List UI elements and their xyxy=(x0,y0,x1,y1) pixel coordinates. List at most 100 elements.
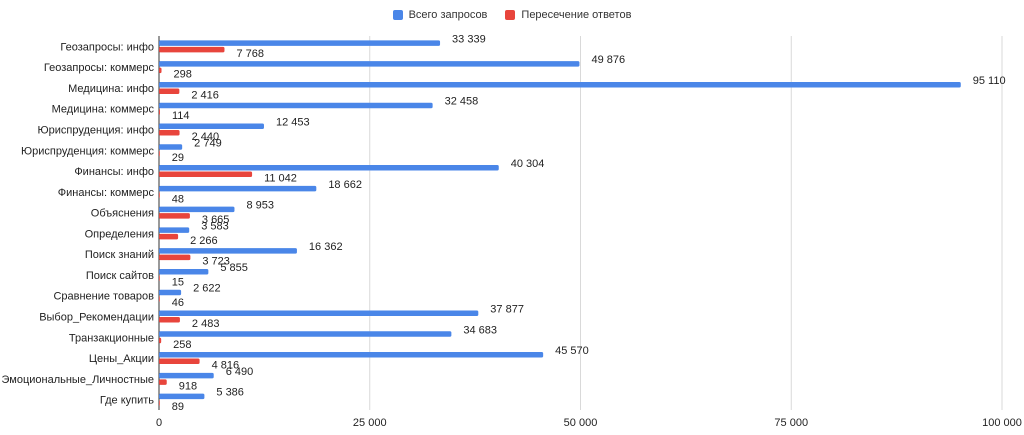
data-label-overlap: 2 266 xyxy=(190,235,218,247)
bar-answer-overlap xyxy=(159,192,160,198)
category-label: Сравнение товаров xyxy=(53,291,154,303)
data-label-overlap: 15 xyxy=(172,276,184,288)
category-label: Эмоциональные_Личностные xyxy=(1,374,154,386)
bar-answer-overlap xyxy=(159,109,160,115)
bar-total-requests xyxy=(159,123,264,129)
data-label-overlap: 258 xyxy=(173,339,191,351)
data-label-overlap: 3 723 xyxy=(202,256,230,268)
bar-total-requests xyxy=(159,289,182,296)
data-label-total: 2 622 xyxy=(193,283,221,295)
data-label-total: 5 386 xyxy=(216,387,244,399)
data-label-total: 2 749 xyxy=(194,137,222,149)
x-tick-label: 75 000 xyxy=(774,417,808,429)
data-label-total: 45 570 xyxy=(555,345,589,357)
data-label-total: 49 876 xyxy=(591,54,625,66)
category-label: Медицина: инфо xyxy=(68,83,154,95)
category-label: Определения xyxy=(85,228,154,240)
category-label: Где купить xyxy=(100,395,154,407)
data-label-total: 5 855 xyxy=(220,262,248,274)
data-label-overlap: 298 xyxy=(174,69,192,81)
legend-item-overlap: Пересечение ответов xyxy=(505,9,631,21)
category-label: Геозапросы: инфо xyxy=(60,41,154,53)
category-label: Поиск сайтов xyxy=(86,270,154,282)
data-label-total: 33 339 xyxy=(452,33,486,45)
bar-answer-overlap xyxy=(159,46,225,53)
x-tick-label: 0 xyxy=(156,417,162,429)
bar-answer-overlap xyxy=(159,379,167,385)
bar-answer-overlap xyxy=(159,67,162,74)
bar-total-requests xyxy=(159,206,235,213)
category-label: Медицина: коммерс xyxy=(52,104,155,116)
data-label-total: 34 683 xyxy=(463,324,497,336)
bar-total-requests xyxy=(159,165,499,171)
data-label-total: 95 110 xyxy=(973,75,1006,87)
data-label-overlap: 46 xyxy=(172,297,184,309)
x-tick-label: 100 000 xyxy=(982,417,1022,429)
bar-total-requests xyxy=(159,185,317,192)
data-label-overlap: 2 440 xyxy=(192,131,220,143)
data-label-overlap: 7 768 xyxy=(236,48,264,60)
data-label-overlap: 2 483 xyxy=(192,318,220,330)
data-label-total: 12 453 xyxy=(276,117,310,129)
bar-answer-overlap xyxy=(159,337,162,344)
data-label-total: 3 583 xyxy=(201,220,229,232)
category-label: Объяснения xyxy=(91,208,154,220)
bar-answer-overlap xyxy=(159,130,180,136)
data-label-overlap: 11 042 xyxy=(264,173,297,185)
category-label: Геозапросы: коммерс xyxy=(44,62,155,74)
data-label-overlap: 4 816 xyxy=(212,360,240,372)
data-label-overlap: 2 416 xyxy=(191,89,219,101)
legend-swatch-overlap xyxy=(505,10,516,20)
data-label-overlap: 114 xyxy=(172,110,190,122)
bar-total-requests xyxy=(159,40,441,46)
bar-answer-overlap xyxy=(159,233,179,240)
bar-total-requests xyxy=(159,393,205,400)
x-tick-label: 50 000 xyxy=(564,417,598,429)
data-label-overlap: 29 xyxy=(172,152,184,164)
data-label-total: 16 362 xyxy=(309,241,343,253)
bar-answer-overlap xyxy=(159,400,160,406)
legend-label-overlap: Пересечение ответов xyxy=(521,9,632,21)
data-label-total: 37 877 xyxy=(490,304,524,316)
bar-total-requests xyxy=(159,144,183,150)
bar-answer-overlap xyxy=(159,88,180,94)
bar-answer-overlap xyxy=(159,275,160,281)
data-label-total: 40 304 xyxy=(511,158,545,170)
bar-answer-overlap xyxy=(159,317,180,323)
data-label-overlap: 3 665 xyxy=(202,214,230,226)
data-label-total: 8 953 xyxy=(246,200,274,212)
bar-answer-overlap xyxy=(159,213,190,219)
bar-total-requests xyxy=(159,227,190,233)
data-label-overlap: 89 xyxy=(172,401,184,413)
data-label-total: 6 490 xyxy=(226,366,254,378)
data-label-total: 18 662 xyxy=(328,179,362,191)
bar-total-requests xyxy=(159,372,214,379)
bar-total-requests xyxy=(159,81,961,88)
category-label: Цены_Акции xyxy=(89,353,154,365)
bar-answer-overlap xyxy=(159,296,160,302)
data-label-overlap: 918 xyxy=(179,380,197,392)
bar-total-requests xyxy=(159,310,479,316)
bar-answer-overlap xyxy=(159,171,253,178)
bar-answer-overlap xyxy=(159,358,200,365)
bar-answer-overlap xyxy=(159,150,160,157)
x-tick-label: 25 000 xyxy=(353,417,387,429)
data-label-overlap: 48 xyxy=(172,193,184,205)
category-label: Юриспруденция: коммерс xyxy=(21,145,154,157)
chart-legend: Всего запросов Пересечение ответов xyxy=(0,6,1024,24)
bar-total-requests xyxy=(159,352,544,358)
legend-swatch-total xyxy=(392,10,403,20)
bar-answer-overlap xyxy=(159,254,191,261)
legend-label-total: Всего запросов xyxy=(408,9,488,21)
data-label-total: 32 458 xyxy=(445,96,479,108)
category-label: Транзакционные xyxy=(69,332,154,344)
category-label: Выбор_Рекомендации xyxy=(39,312,154,324)
category-label: Поиск знаний xyxy=(85,249,154,261)
bar-total-requests xyxy=(159,331,452,337)
category-label: Финансы: коммерс xyxy=(58,187,155,199)
bar-total-requests xyxy=(159,102,433,109)
bar-total-requests xyxy=(159,268,209,275)
category-label: Финансы: инфо xyxy=(74,166,154,178)
category-label: Юриспруденция: инфо xyxy=(38,125,154,137)
